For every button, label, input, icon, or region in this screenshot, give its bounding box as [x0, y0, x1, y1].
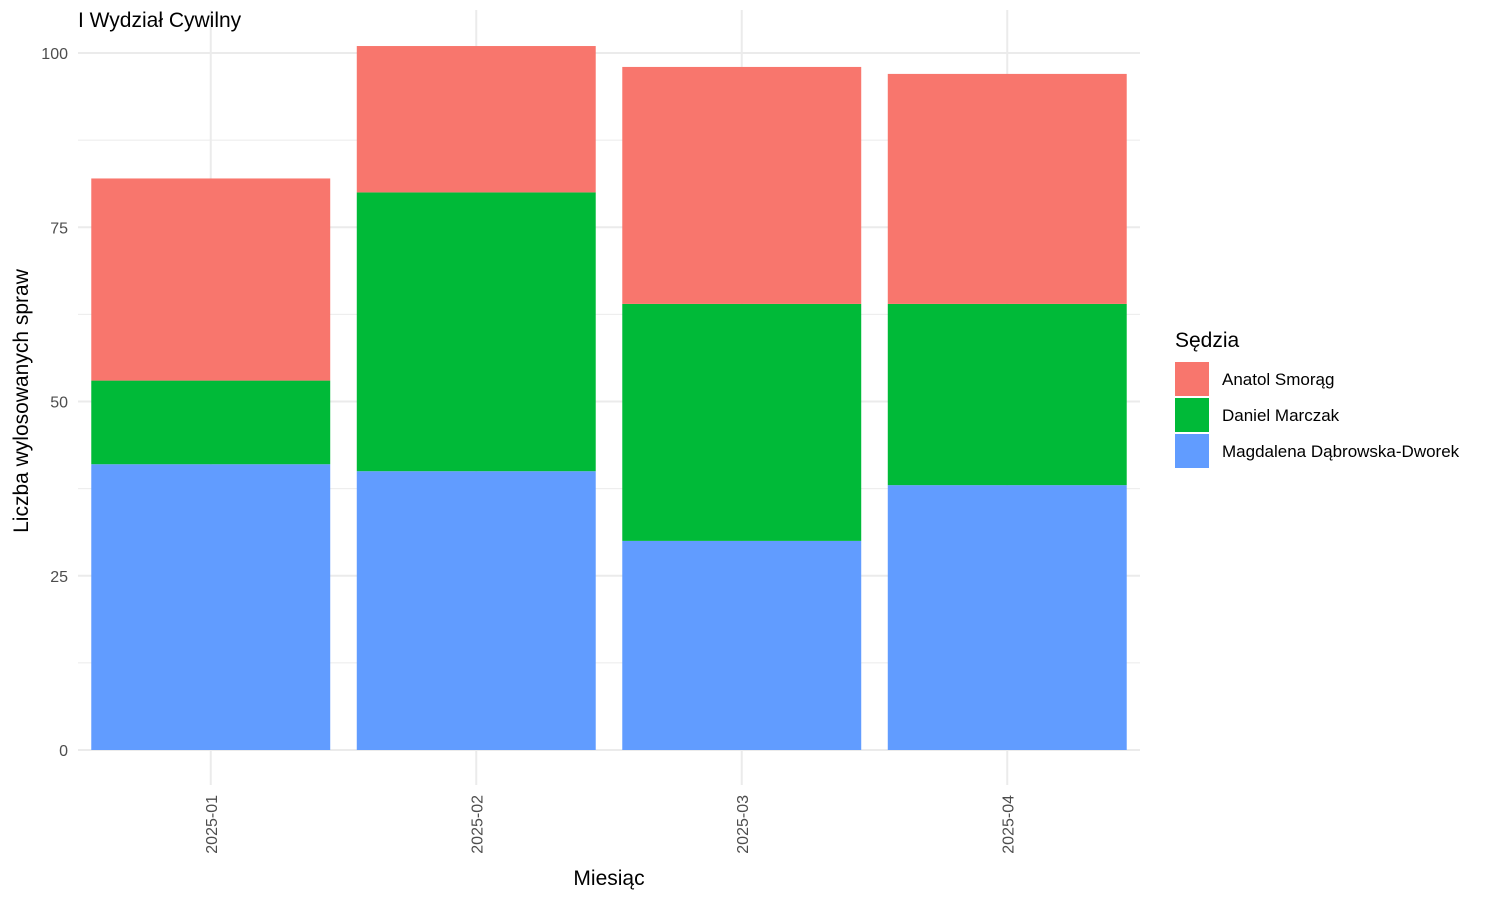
legend-label: Daniel Marczak [1222, 406, 1340, 425]
bar-segment-2025-02-daniel-marczak [356, 192, 596, 472]
bar-segment-2025-03-magdalena-dąbrowska-dworek [622, 540, 862, 750]
y-tick-label: 100 [41, 46, 68, 63]
bar-segment-2025-04-anatol-smorąg [887, 73, 1127, 304]
legend-title: Sędzia [1175, 329, 1240, 352]
x-axis-title: Miesiąc [573, 867, 644, 890]
legend-label: Magdalena Dąbrowska-Dworek [1222, 442, 1460, 461]
legend-swatch [1175, 398, 1209, 432]
bar-segment-2025-02-magdalena-dąbrowska-dworek [356, 471, 596, 750]
y-tick-label: 75 [50, 220, 68, 237]
y-axis-ticks: 0 25 50 75 100 [41, 46, 68, 760]
x-tick-label: 2025-04 [1000, 795, 1017, 854]
y-axis-title: Liczba wylosowanych spraw [10, 268, 33, 533]
bars [91, 46, 1127, 750]
x-axis-ticks: 2025-01 2025-02 2025-03 2025-04 [204, 795, 1018, 854]
bar-segment-2025-01-magdalena-dąbrowska-dworek [91, 464, 331, 750]
y-tick-label: 25 [50, 569, 68, 586]
bar-segment-2025-04-magdalena-dąbrowska-dworek [887, 485, 1127, 750]
bar-segment-2025-03-daniel-marczak [622, 303, 862, 541]
chart-title: I Wydział Cywilny [78, 9, 242, 32]
legend-swatch [1175, 362, 1209, 396]
legend: Sędzia Anatol Smorąg Daniel Marczak Magdal… [1175, 329, 1460, 468]
bar-segment-2025-01-daniel-marczak [91, 380, 331, 465]
y-tick-label: 50 [50, 395, 68, 412]
y-tick-label: 0 [59, 743, 68, 760]
bar-segment-2025-01-anatol-smorąg [91, 178, 331, 381]
x-tick-label: 2025-02 [469, 795, 486, 854]
x-tick-label: 2025-03 [735, 795, 752, 854]
bar-segment-2025-02-anatol-smorąg [356, 46, 596, 193]
legend-swatch [1175, 434, 1209, 468]
bar-segment-2025-04-daniel-marczak [887, 303, 1127, 486]
x-tick-label: 2025-01 [204, 795, 221, 854]
legend-label: Anatol Smorąg [1222, 370, 1334, 389]
bar-segment-2025-03-anatol-smorąg [622, 66, 862, 304]
